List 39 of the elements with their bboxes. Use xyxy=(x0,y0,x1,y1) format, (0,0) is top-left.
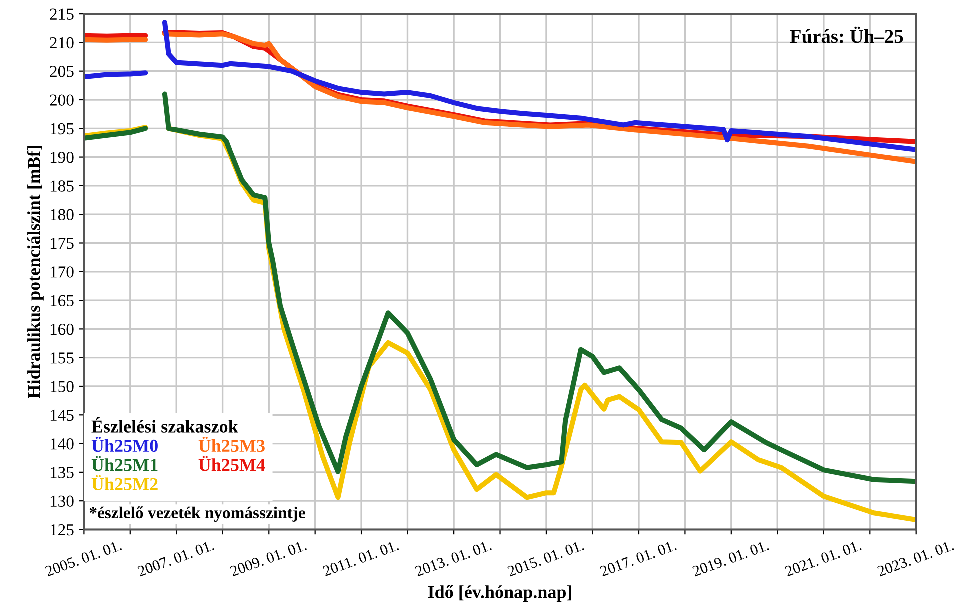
y-tick-label: 205 xyxy=(50,66,74,78)
x-tick-label: 2009. 01. 01. xyxy=(230,540,308,577)
x-axis-title: Idő [év.hónap.nap] xyxy=(428,585,572,602)
x-tick-label: 2021. 01. 01. xyxy=(784,540,862,577)
y-tick-label: 165 xyxy=(50,295,74,306)
y-tick-label: 200 xyxy=(50,94,74,106)
text: Üh25M0 xyxy=(92,436,158,452)
y-tick-label: 195 xyxy=(50,123,74,135)
y-axis-title: Hidraulikus potenciálszint [mBf] xyxy=(27,146,44,398)
x-tick-label: 2011. 01. 01. xyxy=(322,540,400,577)
y-tick-label: 160 xyxy=(50,324,74,336)
text: Üh25M2 xyxy=(92,475,158,490)
y-tick-label: 175 xyxy=(50,238,74,250)
y-tick-label: 130 xyxy=(50,496,74,508)
x-tick-label: 2013. 01. 01. xyxy=(414,540,492,577)
y-tick-label: 185 xyxy=(50,180,74,192)
annotation: *észlelő vezeték nyomásszintje xyxy=(90,506,306,522)
y-tick-label: 135 xyxy=(50,467,74,478)
x-tick-label: 2007. 01. 01. xyxy=(137,540,215,577)
text: Üh25M1 xyxy=(92,456,158,472)
y-tick-label: 215 xyxy=(50,8,74,20)
y-tick-label: 150 xyxy=(50,381,74,392)
y-tick-label: 210 xyxy=(50,37,74,49)
x-tick-label: 2015. 01. 01. xyxy=(507,540,585,577)
y-tick-label: 190 xyxy=(50,152,74,164)
x-tick-label: 2023. 01. 01. xyxy=(877,540,954,577)
y-tick-label: 145 xyxy=(50,410,74,422)
y-tick-label: 180 xyxy=(50,209,74,221)
x-tick-label: 2017. 01. 01. xyxy=(600,540,678,577)
x-tick-label: 2019. 01. 01. xyxy=(692,540,770,577)
x-tick-label: 2005. 01. 01. xyxy=(44,540,122,577)
text: Üh25M3 xyxy=(198,436,265,452)
y-tick-label: 155 xyxy=(50,352,74,364)
text: Üh25M4 xyxy=(198,456,266,472)
y-tick-label: 125 xyxy=(50,524,74,536)
legend-title: Észlelési szakaszok xyxy=(92,417,238,433)
y-tick-label: 140 xyxy=(50,438,74,450)
y-tick-label: 170 xyxy=(50,266,74,278)
annotation: Fúrás: Üh–25 xyxy=(790,26,904,44)
